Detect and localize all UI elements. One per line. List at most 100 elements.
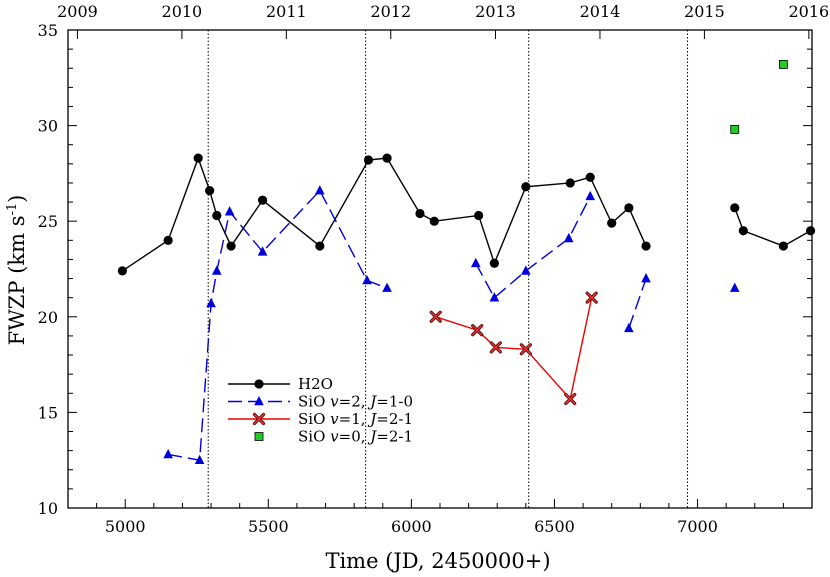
data-point xyxy=(194,454,205,464)
data-point xyxy=(193,153,203,163)
y-tick-label: 20 xyxy=(38,308,58,327)
x-tick-label: 7000 xyxy=(677,517,718,536)
data-point xyxy=(738,226,748,236)
data-point xyxy=(206,297,216,308)
top-year-label: 2009 xyxy=(57,2,98,21)
legend-label-part: v xyxy=(330,393,339,411)
year-boundary-lines xyxy=(207,30,689,508)
legend-label-part: SiO xyxy=(298,428,330,446)
data-point xyxy=(429,216,439,226)
data-point xyxy=(163,235,173,245)
data-point xyxy=(382,153,392,163)
axes xyxy=(67,29,813,509)
data-point xyxy=(226,241,236,251)
y-axis-title-sup: -1 xyxy=(5,203,20,216)
data-point xyxy=(585,190,596,201)
legend-label-part: =2-1 xyxy=(376,428,413,446)
top-year-label: 2014 xyxy=(580,2,621,21)
x-marker-core xyxy=(430,311,441,322)
legend-label-part: =2-1 xyxy=(376,410,413,428)
data-point xyxy=(470,257,481,268)
data-point xyxy=(641,241,651,251)
y-tick-label: 30 xyxy=(38,117,58,136)
data-point xyxy=(521,182,531,192)
data-point xyxy=(471,324,484,337)
legend-label-part: v xyxy=(330,410,339,428)
x-axis-title: Time (JD, 2450000+) xyxy=(325,549,550,573)
data-point xyxy=(429,310,442,323)
top-year-label: 2016 xyxy=(788,2,829,21)
data-point xyxy=(315,185,325,195)
legend-label-part: v xyxy=(330,428,339,446)
data-point xyxy=(257,246,268,256)
data-point xyxy=(362,274,372,285)
data-point xyxy=(117,266,127,276)
series-line xyxy=(734,207,811,247)
legend-label-part: J xyxy=(367,410,377,428)
top-year-label: 2015 xyxy=(684,2,725,21)
legend-label: SiO v=2, J=1-0 xyxy=(298,393,413,411)
legend-label-part: J xyxy=(367,393,377,411)
legend-label: H2O xyxy=(298,375,333,393)
legend-label-part: =2, xyxy=(339,393,371,411)
data-point xyxy=(521,265,531,275)
legend-marker xyxy=(254,396,264,406)
legend-marker xyxy=(254,432,264,441)
x-marker-core xyxy=(565,393,576,405)
series-2 xyxy=(429,291,598,406)
x-marker-core xyxy=(253,413,265,425)
y-tick-label: 35 xyxy=(38,21,58,40)
data-point xyxy=(489,341,502,354)
data-point xyxy=(730,203,740,213)
data-point xyxy=(730,125,740,134)
y-tick-label: 10 xyxy=(38,499,58,518)
data-point xyxy=(363,155,374,165)
x-marker-core xyxy=(472,324,483,336)
plot-frame xyxy=(67,29,813,509)
data-point xyxy=(805,226,816,236)
x-marker-core xyxy=(490,342,501,353)
top-year-label: 2012 xyxy=(370,2,411,21)
series-line xyxy=(628,278,647,329)
data-point xyxy=(489,258,499,268)
data-point xyxy=(257,195,268,205)
legend-label-part: SiO xyxy=(298,410,330,428)
series-0 xyxy=(117,153,816,276)
x-marker-core xyxy=(586,292,597,303)
data-point xyxy=(564,392,577,406)
legend-label-part: =0, xyxy=(339,428,371,446)
x-marker-core xyxy=(520,344,532,355)
series-layer xyxy=(117,60,816,464)
data-point xyxy=(415,208,425,219)
x-tick-label: 5500 xyxy=(248,517,289,536)
series-line xyxy=(475,196,591,299)
data-point xyxy=(585,172,595,182)
y-tick-label: 25 xyxy=(38,212,58,231)
series-3 xyxy=(730,60,788,134)
top-year-label: 2010 xyxy=(162,2,203,21)
y-axis-title-main: FWZP (km s xyxy=(5,216,29,346)
data-point xyxy=(563,232,574,243)
series-1 xyxy=(163,185,740,464)
top-year-label: 2013 xyxy=(475,2,516,21)
data-point xyxy=(224,206,235,216)
y-tick-label: 15 xyxy=(38,403,58,422)
top-year-label: 2011 xyxy=(266,2,307,21)
data-point xyxy=(382,282,392,292)
legend-label-part: =1, xyxy=(339,410,371,428)
data-point xyxy=(624,203,634,213)
data-point xyxy=(489,292,500,302)
legend-marker xyxy=(252,412,266,426)
data-point xyxy=(778,60,788,69)
data-point xyxy=(641,273,651,283)
data-point xyxy=(778,241,788,251)
data-point xyxy=(212,210,222,221)
series-line xyxy=(435,297,593,401)
data-point xyxy=(519,343,532,356)
legend-label-part: J xyxy=(367,428,377,446)
legend-label-part: =1-0 xyxy=(376,393,413,411)
data-point xyxy=(474,210,484,221)
